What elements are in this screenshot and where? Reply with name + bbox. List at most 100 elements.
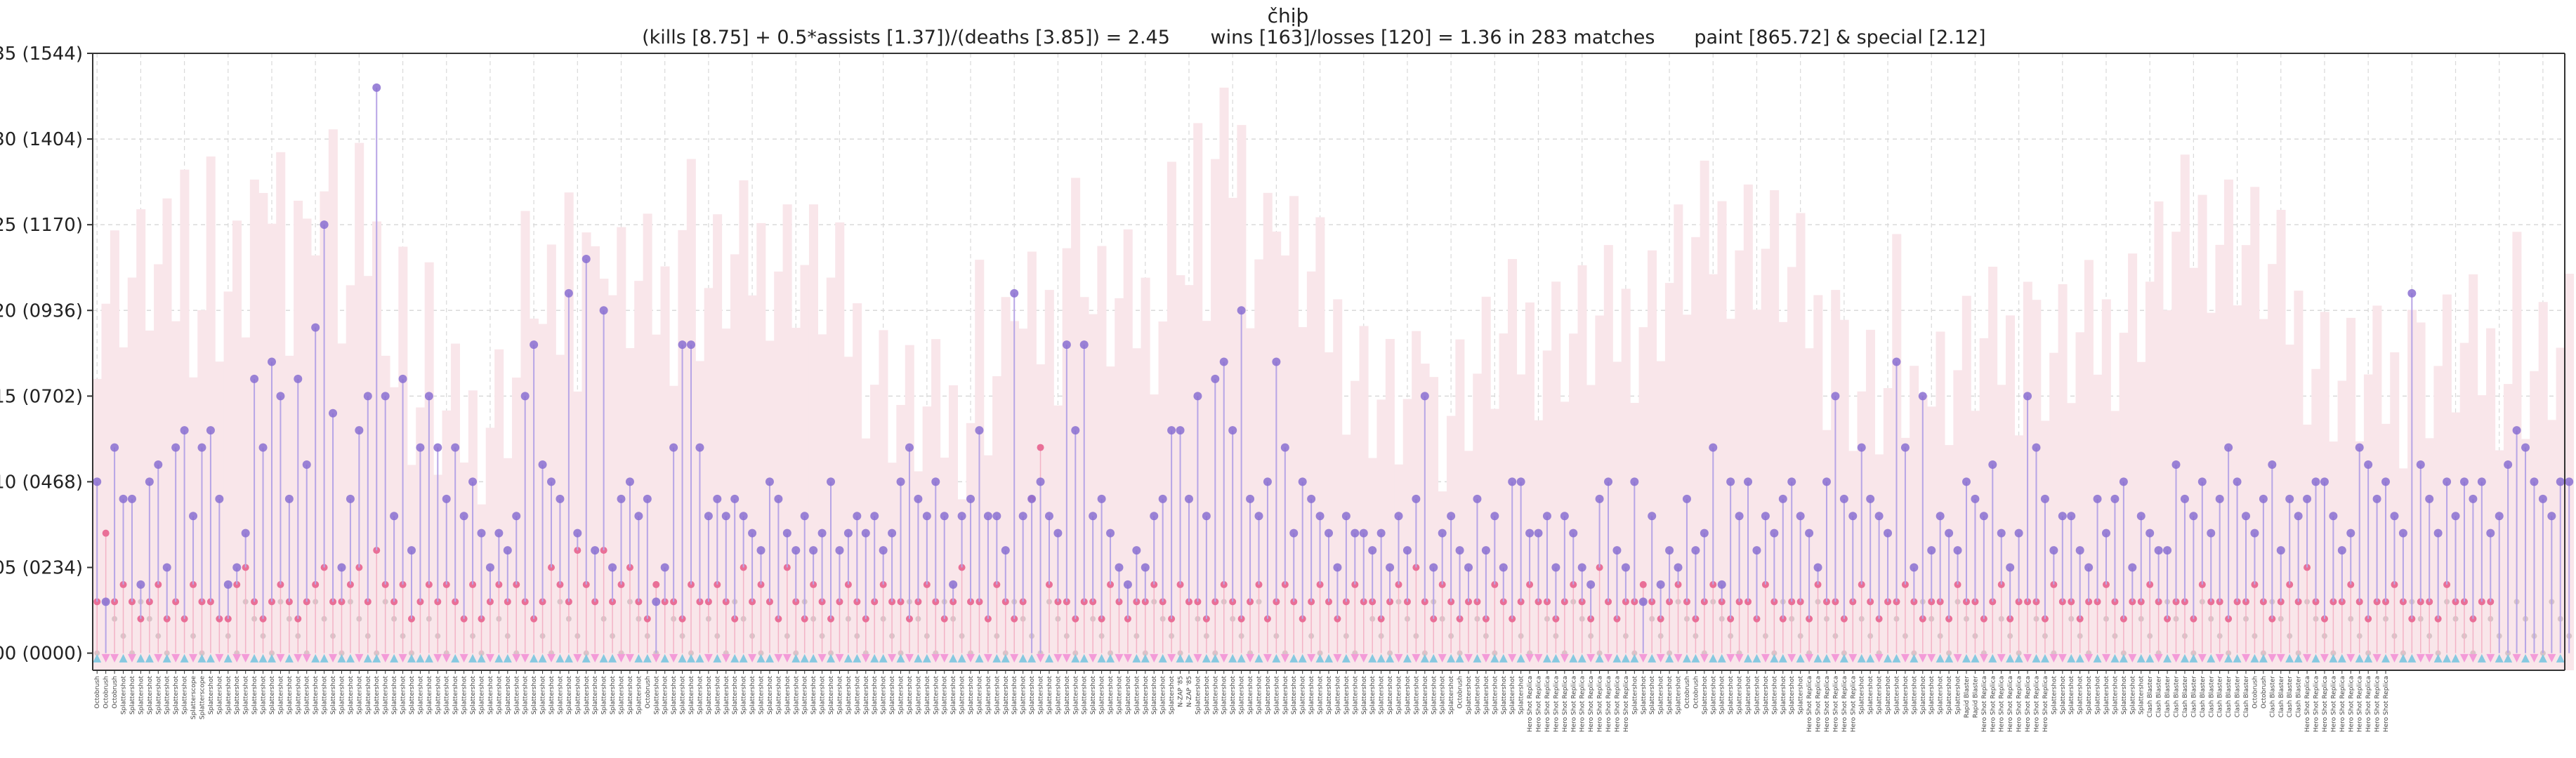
kill-point xyxy=(975,426,984,435)
x-tick-label: Hero Shot Replica xyxy=(2016,676,2023,732)
x-tick-label: Splattershot xyxy=(1151,676,1158,715)
win-marker xyxy=(1910,653,1919,663)
kill-point xyxy=(101,597,110,606)
win-marker xyxy=(162,653,171,663)
loss-marker xyxy=(1900,653,1910,663)
paint-bar xyxy=(2101,299,2111,671)
x-tick-label: Splattershot xyxy=(1055,676,1062,715)
x-tick-label: Hero Shot Replica xyxy=(1588,676,1595,732)
loss-marker xyxy=(1280,653,1289,663)
kill-point xyxy=(1569,528,1578,538)
kill-point xyxy=(2014,528,2023,538)
paint-bar xyxy=(1097,246,1107,670)
x-tick-label: Splattershot xyxy=(478,676,485,715)
paint-bar xyxy=(2180,154,2190,671)
kill-point xyxy=(1656,580,1665,589)
win-marker xyxy=(1368,653,1377,663)
win-marker xyxy=(2145,653,2155,663)
win-marker xyxy=(1429,653,1438,663)
kill-point xyxy=(2101,528,2110,538)
x-tick-label: Splattershot xyxy=(1239,676,1246,715)
x-tick-label: Hero Shot Replica xyxy=(1544,676,1551,732)
kill-point xyxy=(1325,528,1333,538)
kill-point xyxy=(599,306,608,315)
loss-marker xyxy=(101,653,110,663)
win-marker xyxy=(678,653,687,663)
win-marker xyxy=(468,653,478,663)
kill-point xyxy=(713,494,722,503)
kill-point xyxy=(1062,340,1071,350)
x-tick-label: Splattershot xyxy=(1422,676,1429,715)
win-marker xyxy=(2233,653,2242,663)
kill-point xyxy=(870,512,879,521)
x-tick-label: Splattershot xyxy=(426,676,433,715)
win-marker xyxy=(1961,653,1971,663)
loss-marker xyxy=(2197,653,2207,663)
win-marker xyxy=(320,653,329,663)
win-marker xyxy=(1709,653,1718,663)
kill-point xyxy=(922,512,931,521)
loss-marker xyxy=(2084,653,2094,663)
paint-bar xyxy=(494,349,504,670)
x-tick-label: Hero Shot Replica xyxy=(1553,676,1560,732)
kill-point xyxy=(1979,512,1988,521)
x-tick-label: Splattershot xyxy=(470,676,477,715)
x-tick-label: Splattershot xyxy=(985,676,992,715)
kill-point xyxy=(1586,580,1596,589)
loss-marker xyxy=(1307,653,1316,663)
x-tick-label: Clash Blaster xyxy=(2164,676,2171,717)
loss-marker xyxy=(2303,653,2312,663)
win-marker xyxy=(2381,653,2391,663)
loss-marker xyxy=(1167,653,1176,663)
win-marker xyxy=(1473,653,1482,663)
x-tick-label: Splattershot xyxy=(846,676,853,715)
win-marker xyxy=(2067,653,2076,663)
kill-point xyxy=(1752,546,1761,555)
loss-marker xyxy=(652,653,661,663)
kill-point xyxy=(2469,494,2478,503)
x-tick-label: Splattershot xyxy=(1702,676,1709,715)
y-tick-label: 05 (0234) xyxy=(0,558,83,579)
kill-point xyxy=(687,340,696,350)
loss-marker xyxy=(1874,653,1884,663)
kill-point xyxy=(1927,546,1936,555)
loss-marker xyxy=(1508,653,1517,663)
win-marker xyxy=(2259,653,2268,663)
kill-point xyxy=(905,443,914,452)
x-tick-label: Clash Blaster xyxy=(2278,676,2285,717)
win-marker xyxy=(1822,653,1831,663)
kill-point xyxy=(1971,494,1980,503)
x-tick-label: Splattershot xyxy=(1719,676,1726,715)
x-tick-label: Splattershot xyxy=(767,676,774,715)
x-tick-label: Splattershot xyxy=(662,676,669,715)
win-marker xyxy=(1044,653,1053,663)
x-tick-label: Splattershot xyxy=(269,676,276,715)
kill-point xyxy=(1744,477,1753,486)
kill-point xyxy=(573,528,582,538)
x-tick-label: Octobrush xyxy=(112,676,119,709)
paint-bar xyxy=(2075,332,2085,670)
paint-bar xyxy=(782,204,792,670)
y-tick-label: 20 (0936) xyxy=(0,300,83,321)
x-tick-label: Splattershot xyxy=(304,676,311,715)
x-tick-label: Hero Shot Replica xyxy=(1570,676,1577,732)
kill-point xyxy=(1272,357,1281,366)
paint-bar xyxy=(206,156,216,670)
x-tick-label: Splattershot xyxy=(1108,676,1115,715)
paint-bar xyxy=(2207,312,2216,670)
kill-point xyxy=(1027,494,1037,503)
win-marker xyxy=(1595,653,1604,663)
kill-point xyxy=(695,443,704,452)
paint-bar xyxy=(2058,284,2068,670)
paint-bar xyxy=(1202,321,1211,670)
x-tick-label: Splattershot xyxy=(1361,676,1368,715)
paint-bar xyxy=(2433,366,2443,670)
kill-point xyxy=(564,288,573,298)
kill-point xyxy=(119,494,128,503)
kill-point xyxy=(1228,426,1237,435)
kill-point xyxy=(1386,563,1395,572)
kill-point xyxy=(879,546,888,555)
x-tick-label: Splattershot xyxy=(2051,676,2058,715)
kill-point xyxy=(2565,477,2574,486)
